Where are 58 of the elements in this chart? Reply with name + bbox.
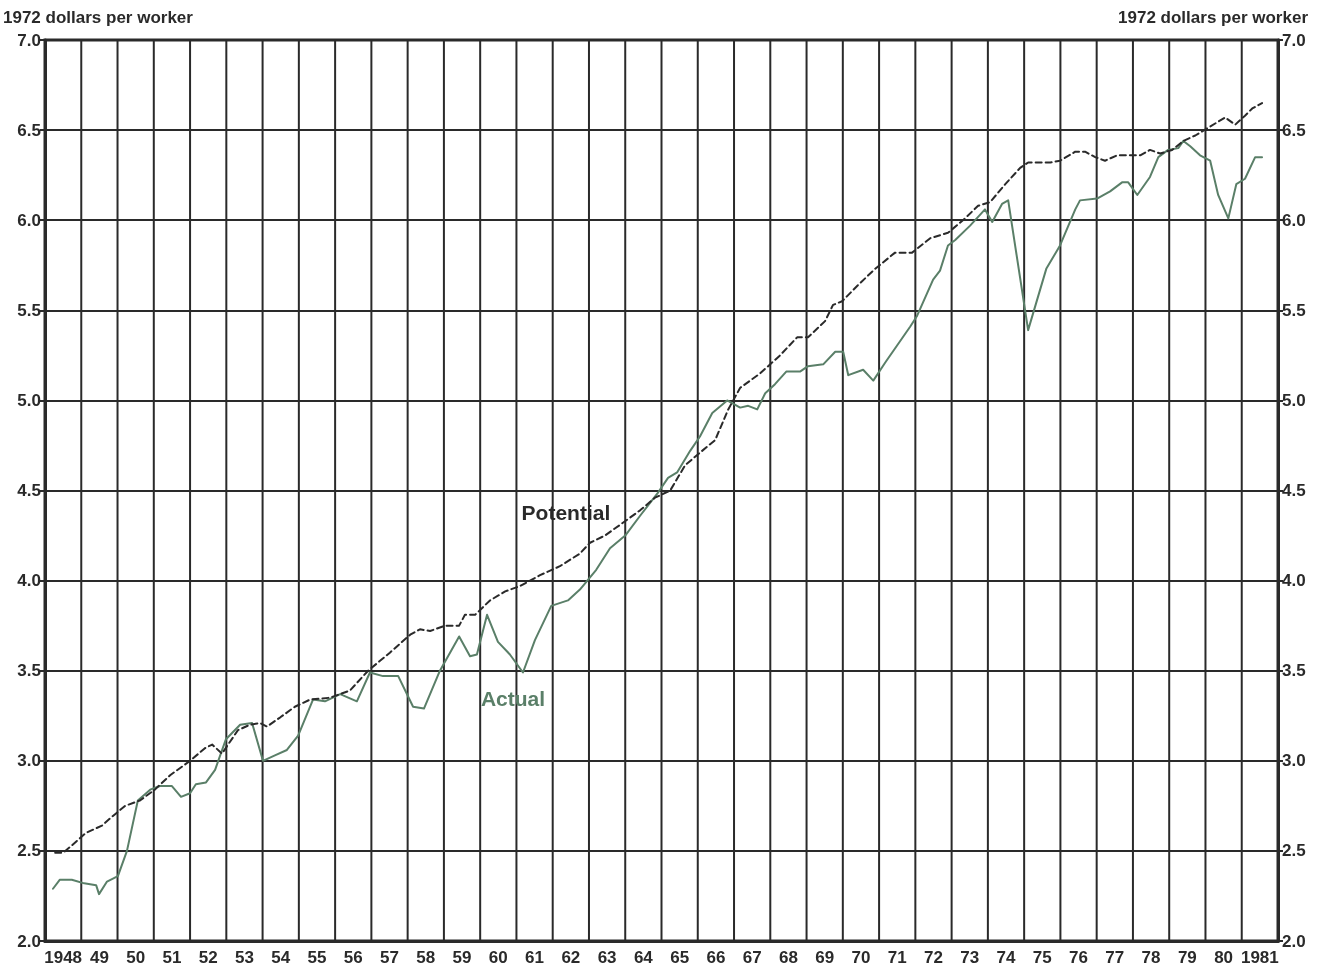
x-tick-label: 76 [1069, 948, 1089, 967]
y-tick-label: 7.0 [17, 30, 41, 50]
x-tick-label: 61 [525, 948, 545, 967]
x-tick-label: 1981 [1240, 948, 1279, 967]
y2-tick-label: 4.0 [1282, 571, 1306, 591]
x-tick-label: 53 [234, 948, 254, 967]
x-tick-label: 73 [960, 948, 980, 967]
x-tick-label: 62 [561, 948, 581, 967]
y2-tick-label: 6.0 [1282, 210, 1306, 230]
x-tick-label: 60 [488, 948, 508, 967]
x-tick-label: 54 [271, 948, 291, 967]
y-tick-label: 5.0 [17, 390, 41, 410]
y-tick-label: 5.5 [17, 300, 41, 320]
y-tick-label: 6.5 [17, 120, 41, 140]
x-tick-label: 80 [1214, 948, 1234, 967]
x-tick-label: 64 [633, 948, 654, 967]
y2-tick-label: 4.5 [1282, 481, 1306, 500]
y2-tick-label: 2.0 [1282, 931, 1306, 951]
y-tick-label: 4.5 [17, 481, 41, 500]
y-tick-label: 3.5 [17, 661, 41, 681]
x-tick-label: 50 [126, 948, 146, 967]
x-tick-label: 1948 [44, 948, 83, 967]
x-tick-label: 69 [815, 948, 835, 967]
x-tick-label: 56 [343, 948, 363, 967]
x-tick-label: 75 [1032, 948, 1052, 967]
x-tick-label: 71 [887, 948, 907, 967]
x-tick-label: 77 [1105, 948, 1125, 967]
y-tick-label: 4.0 [17, 571, 41, 591]
y2-tick-label: 6.5 [1282, 120, 1306, 140]
x-tick-label: 72 [924, 948, 943, 967]
x-tick-label: 55 [307, 948, 327, 967]
x-tick-label: 78 [1141, 948, 1161, 967]
y2-tick-label: 5.5 [1282, 300, 1306, 320]
x-tick-label: 67 [742, 948, 762, 967]
x-tick-label: 66 [706, 948, 726, 967]
y-axis-title: 1972 dollars per worker [3, 8, 194, 27]
x-tick-label: 65 [670, 948, 690, 967]
x-tick-label: 49 [89, 948, 109, 967]
x-tick-label: 68 [778, 948, 798, 967]
y2-tick-label: 2.5 [1282, 841, 1306, 861]
x-tick-label: 79 [1177, 948, 1197, 967]
x-tick-label: 59 [452, 948, 472, 967]
y2-tick-label: 5.0 [1282, 390, 1306, 410]
y-tick-label: 2.5 [17, 841, 41, 861]
x-tick-label: 63 [597, 948, 617, 967]
y2-axis-title: 1972 dollars per worker [1118, 8, 1309, 27]
y2-tick-label: 3.0 [1282, 751, 1306, 771]
y-tick-label: 2.0 [17, 931, 41, 951]
y-tick-label: 3.0 [17, 751, 41, 771]
x-tick-label: 57 [380, 948, 399, 967]
y2-tick-label: 3.5 [1282, 661, 1306, 681]
y-tick-label: 6.0 [17, 210, 41, 230]
x-tick-label: 70 [851, 948, 871, 967]
x-tick-label: 51 [162, 948, 182, 967]
x-tick-label: 52 [198, 948, 218, 967]
y2-tick-label: 7.0 [1282, 30, 1306, 50]
x-tick-label: 58 [416, 948, 436, 967]
x-tick-label: 74 [996, 948, 1017, 967]
